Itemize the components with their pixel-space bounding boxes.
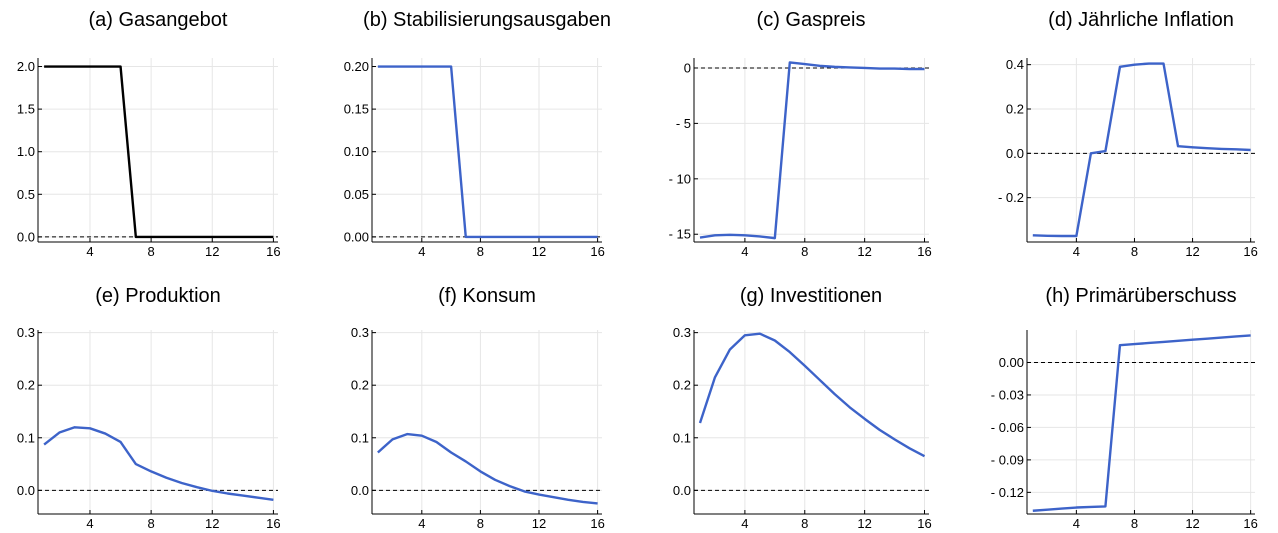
panel-title: (b) Stabilisierungsausgaben — [363, 9, 611, 31]
x-tick-label: 4 — [86, 244, 93, 259]
x-tick-label: 4 — [418, 244, 425, 259]
panel-primaerueberschuss: (h) Primärüberschuss 4 8 12 16 0.00 - 0.03 - 0.… — [991, 285, 1258, 531]
x-tick-label: 8 — [801, 516, 808, 531]
y-tick-label: 0 — [684, 60, 691, 75]
y-tick-label: 0.3 — [17, 325, 35, 340]
x-tick-label: 4 — [741, 516, 748, 531]
y-tick-label: 0.0 — [351, 483, 369, 498]
y-tick-label: 1.0 — [17, 144, 35, 159]
y-tick-label: 2.0 — [17, 59, 35, 74]
series-line — [377, 65, 598, 239]
panel-title: (f) Konsum — [438, 285, 536, 307]
y-tick-label: - 0.06 — [991, 420, 1024, 435]
x-tick-label: 8 — [801, 244, 808, 259]
y-tick-label: 0.0 — [17, 229, 35, 244]
x-tick-label: 12 — [205, 516, 219, 531]
x-tick-label: 8 — [1131, 244, 1138, 259]
panel-produktion: (e) Produktion 4 8 12 16 0.0 0.1 0.2 0.3 — [17, 285, 281, 531]
x-tick-label: 12 — [1185, 516, 1199, 531]
panel-title: (e) Produktion — [95, 285, 221, 307]
y-tick-label: - 0.2 — [998, 190, 1024, 205]
x-tick-label: 16 — [266, 516, 280, 531]
panel-title: (h) Primärüberschuss — [1045, 285, 1236, 307]
x-tick-label: 4 — [86, 516, 93, 531]
y-tick-label: - 0.09 — [991, 452, 1024, 467]
x-tick-label: 12 — [532, 244, 546, 259]
series-line — [699, 61, 925, 240]
series-line — [1032, 334, 1251, 512]
x-tick-label: 8 — [1131, 516, 1138, 531]
x-tick-label: 16 — [917, 516, 931, 531]
x-tick-label: 8 — [148, 516, 155, 531]
panel-konsum: (f) Konsum 4 8 12 16 0.0 0.1 0.2 0.3 — [351, 285, 605, 531]
y-tick-label: 0.1 — [17, 430, 35, 445]
x-tick-label: 4 — [1073, 516, 1080, 531]
x-tick-label: 16 — [1243, 244, 1257, 259]
x-tick-label: 4 — [741, 244, 748, 259]
series-line — [43, 426, 274, 501]
series-line — [44, 65, 274, 239]
y-tick-label: 1.5 — [17, 102, 35, 117]
panel-jaehrliche-inflation: (d) Jährliche Inflation 4 8 12 16 0.4 0.2 0.0 - … — [998, 9, 1258, 259]
x-tick-label: 8 — [477, 516, 484, 531]
y-tick-label: 0.2 — [1006, 101, 1024, 116]
y-tick-label: 0.3 — [673, 325, 691, 340]
y-tick-label: - 10 — [669, 171, 691, 186]
y-tick-label: - 5 — [676, 116, 691, 131]
y-tick-label: 0.0 — [17, 483, 35, 498]
y-tick-label: 0.3 — [351, 325, 369, 340]
x-tick-label: 12 — [857, 516, 871, 531]
y-tick-label: - 15 — [669, 227, 691, 242]
y-tick-label: 0.00 — [999, 355, 1024, 370]
x-tick-label: 12 — [1185, 244, 1199, 259]
x-tick-label: 4 — [1073, 244, 1080, 259]
y-tick-label: 0.1 — [351, 430, 369, 445]
x-tick-label: 16 — [266, 244, 280, 259]
y-tick-label: 0.20 — [344, 59, 369, 74]
panel-title: (d) Jährliche Inflation — [1048, 9, 1234, 31]
y-tick-label: 0.4 — [1006, 57, 1024, 72]
x-tick-label: 16 — [590, 244, 604, 259]
x-tick-label: 16 — [1243, 516, 1257, 531]
y-tick-label: 0.1 — [673, 430, 691, 445]
y-tick-label: 0.0 — [1006, 146, 1024, 161]
y-tick-label: 0.05 — [344, 187, 369, 202]
y-tick-label: 0.0 — [673, 483, 691, 498]
panel-gasangebot: (a) Gasangebot 4 8 12 16 0.0 0.5 1.0 1.5 2.0 — [17, 9, 281, 259]
x-tick-label: 4 — [418, 516, 425, 531]
y-tick-label: 0.2 — [673, 378, 691, 393]
x-tick-label: 12 — [532, 516, 546, 531]
y-tick-label: 0.2 — [351, 378, 369, 393]
series-line — [1032, 62, 1251, 238]
panel-investitionen: (g) Investitionen 4 8 12 16 0.0 0.1 0.2 0.3 — [673, 285, 932, 531]
panel-gaspreis: (c) Gaspreis 4 8 12 16 0 - 5 - 10 - 15 — [669, 9, 932, 259]
y-tick-label: 0.10 — [344, 144, 369, 159]
panel-stabilisierungsausgaben: (b) Stabilisierungsausgaben 4 8 12 16 0.00 0.0… — [344, 9, 611, 259]
y-tick-label: 0.5 — [17, 187, 35, 202]
x-tick-label: 16 — [590, 516, 604, 531]
y-tick-label: - 0.03 — [991, 387, 1024, 402]
y-tick-label: 0.15 — [344, 102, 369, 117]
y-tick-label: - 0.12 — [991, 485, 1024, 500]
series-line — [377, 432, 598, 505]
panel-title: (c) Gaspreis — [757, 9, 866, 31]
panel-title: (g) Investitionen — [740, 285, 882, 307]
panel-title: (a) Gasangebot — [89, 9, 228, 31]
x-tick-label: 12 — [205, 244, 219, 259]
x-tick-label: 12 — [857, 244, 871, 259]
x-tick-label: 8 — [148, 244, 155, 259]
x-tick-label: 8 — [477, 244, 484, 259]
x-tick-label: 16 — [917, 244, 931, 259]
series-line — [698, 332, 926, 458]
y-tick-label: 0.00 — [344, 229, 369, 244]
y-tick-label: 0.2 — [17, 378, 35, 393]
